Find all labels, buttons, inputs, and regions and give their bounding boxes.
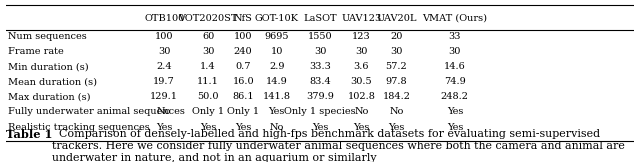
- Text: 30.5: 30.5: [351, 77, 372, 86]
- Text: 248.2: 248.2: [441, 92, 469, 101]
- Text: 1.4: 1.4: [200, 62, 216, 71]
- Text: LaSOT: LaSOT: [303, 14, 337, 23]
- Text: 30: 30: [314, 47, 326, 56]
- Text: Yes: Yes: [235, 122, 252, 132]
- Text: 0.7: 0.7: [236, 62, 251, 71]
- Text: GOT-10K: GOT-10K: [255, 14, 299, 23]
- Text: 74.9: 74.9: [444, 77, 466, 86]
- Text: Yes: Yes: [447, 122, 463, 132]
- Text: 97.8: 97.8: [386, 77, 407, 86]
- Text: Yes: Yes: [388, 122, 404, 132]
- Text: 30: 30: [449, 47, 461, 56]
- Text: 11.1: 11.1: [197, 77, 219, 86]
- Text: 123: 123: [352, 32, 371, 41]
- Text: Yes: Yes: [353, 122, 369, 132]
- Text: 30: 30: [202, 47, 214, 56]
- Text: Yes: Yes: [156, 122, 172, 132]
- Text: 33: 33: [449, 32, 461, 41]
- Text: 2.9: 2.9: [269, 62, 284, 71]
- Text: 19.7: 19.7: [153, 77, 175, 86]
- Text: 33.3: 33.3: [309, 62, 331, 71]
- Text: 184.2: 184.2: [383, 92, 410, 101]
- Text: Yes: Yes: [200, 122, 216, 132]
- Text: Only 1 species: Only 1 species: [284, 107, 356, 116]
- Text: Mean duration (s): Mean duration (s): [8, 77, 97, 86]
- Text: Yes: Yes: [312, 122, 328, 132]
- Text: Realistic tracking sequences: Realistic tracking sequences: [8, 122, 149, 132]
- Text: Frame rate: Frame rate: [8, 47, 63, 56]
- Text: 2.4: 2.4: [156, 62, 172, 71]
- Text: 30: 30: [355, 47, 367, 56]
- Text: 16.0: 16.0: [232, 77, 254, 86]
- Text: 86.1: 86.1: [232, 92, 254, 101]
- Text: Yes: Yes: [447, 107, 463, 116]
- Text: 1550: 1550: [308, 32, 332, 41]
- Text: VMAT (Ours): VMAT (Ours): [422, 14, 487, 23]
- Text: 50.0: 50.0: [197, 92, 219, 101]
- Text: UAV20L: UAV20L: [376, 14, 417, 23]
- Text: Comparison of densely-labelled and high-fps benchmark datasets for evaluating se: Comparison of densely-labelled and high-…: [52, 129, 625, 162]
- Text: No: No: [389, 107, 404, 116]
- Text: 14.6: 14.6: [444, 62, 466, 71]
- Text: Max duration (s): Max duration (s): [8, 92, 90, 101]
- Text: 14.9: 14.9: [266, 77, 287, 86]
- Text: 100: 100: [155, 32, 173, 41]
- Text: 60: 60: [202, 32, 214, 41]
- Text: 129.1: 129.1: [150, 92, 178, 101]
- Text: 30: 30: [158, 47, 170, 56]
- Text: Only 1: Only 1: [227, 107, 259, 116]
- Text: 83.4: 83.4: [309, 77, 331, 86]
- Text: Yes: Yes: [269, 107, 285, 116]
- Text: Table 1: Table 1: [6, 129, 53, 140]
- Text: 240: 240: [234, 47, 253, 56]
- Text: 57.2: 57.2: [386, 62, 408, 71]
- Text: 20: 20: [390, 32, 403, 41]
- Text: No: No: [354, 107, 369, 116]
- Text: 102.8: 102.8: [348, 92, 375, 101]
- Text: 379.9: 379.9: [306, 92, 334, 101]
- Text: 141.8: 141.8: [263, 92, 291, 101]
- Text: Fully underwater animal sequences: Fully underwater animal sequences: [8, 107, 184, 116]
- Text: UAV123: UAV123: [341, 14, 381, 23]
- Text: 100: 100: [234, 32, 252, 41]
- Text: 30: 30: [390, 47, 403, 56]
- Text: 10: 10: [271, 47, 283, 56]
- Text: Only 1: Only 1: [192, 107, 224, 116]
- Text: NfS: NfS: [234, 14, 253, 23]
- Text: 3.6: 3.6: [354, 62, 369, 71]
- Text: 9695: 9695: [264, 32, 289, 41]
- Text: Num sequences: Num sequences: [8, 32, 86, 41]
- Text: Min duration (s): Min duration (s): [8, 62, 88, 71]
- Text: OTB100: OTB100: [144, 14, 184, 23]
- Text: VOT2020ST: VOT2020ST: [179, 14, 238, 23]
- Text: No: No: [157, 107, 172, 116]
- Text: No: No: [269, 122, 284, 132]
